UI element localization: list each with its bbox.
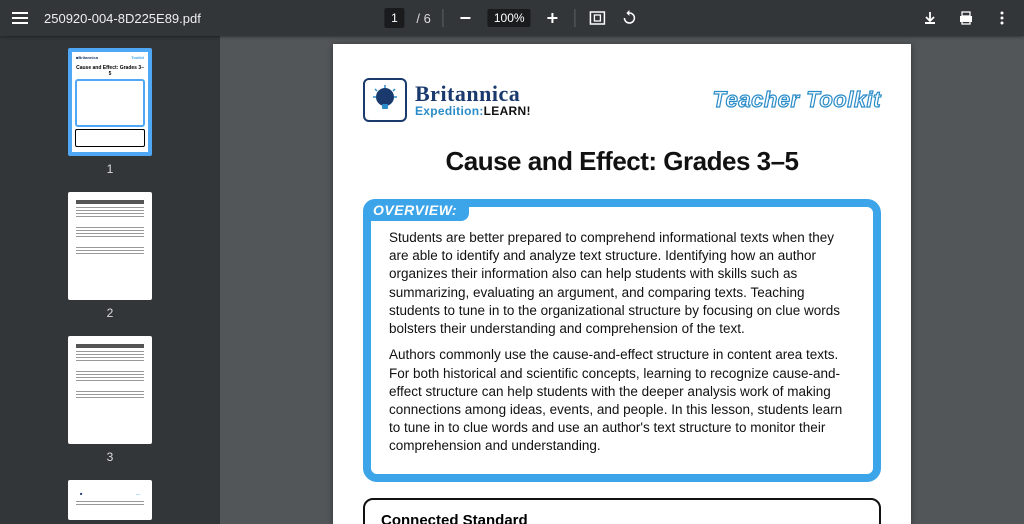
- toolbar-divider: [575, 9, 576, 27]
- toolbar-center: / 6 100%: [384, 8, 639, 28]
- thumb-label: 1: [68, 162, 152, 176]
- document-title: Cause and Effect: Grades 3–5: [363, 146, 881, 177]
- page-count-label: / 6: [416, 11, 430, 26]
- connected-standard-box: Connected Standard: [363, 498, 881, 524]
- connected-standard-label: Connected Standard: [381, 512, 528, 524]
- brand-subtitle: Expedition:LEARN!: [415, 105, 531, 117]
- zoom-out-button[interactable]: [456, 8, 476, 28]
- toolbar-right: [920, 8, 1012, 28]
- fit-page-button[interactable]: [588, 8, 608, 28]
- thumbnail-2[interactable]: 2: [68, 192, 152, 320]
- pdf-page-1: Britannica Expedition:LEARN! Teacher Too…: [333, 44, 911, 524]
- overview-paragraph-1: Students are better prepared to comprehe…: [389, 229, 855, 338]
- lightbulb-icon: [363, 78, 407, 122]
- thumb-label: 3: [68, 450, 152, 464]
- toolkit-label: Teacher Toolkit: [713, 87, 881, 113]
- overview-tab-label: OVERVIEW:: [363, 199, 469, 221]
- download-button[interactable]: [920, 8, 940, 28]
- content-area: ■BritannicaToolkit Cause and Effect: Gra…: [0, 36, 1024, 524]
- thumbnail-1[interactable]: ■BritannicaToolkit Cause and Effect: Gra…: [68, 48, 152, 176]
- total-pages: 6: [424, 11, 431, 26]
- overview-paragraph-2: Authors commonly use the cause-and-effec…: [389, 346, 855, 455]
- brand-name: Britannica: [415, 83, 531, 105]
- thumbnail-4[interactable]: ■—: [68, 480, 152, 520]
- zoom-in-button[interactable]: [543, 8, 563, 28]
- menu-icon[interactable]: [12, 12, 28, 24]
- page-viewer[interactable]: Britannica Expedition:LEARN! Teacher Too…: [220, 36, 1024, 524]
- toolbar-left: 250920-004-8D225E89.pdf: [12, 11, 201, 26]
- zoom-level-label[interactable]: 100%: [488, 9, 531, 27]
- thumbnail-3[interactable]: 3: [68, 336, 152, 464]
- rotate-button[interactable]: [620, 8, 640, 28]
- toolbar-divider: [443, 9, 444, 27]
- print-button[interactable]: [956, 8, 976, 28]
- thumb-label: 2: [68, 306, 152, 320]
- pdf-toolbar: 250920-004-8D225E89.pdf / 6 100%: [0, 0, 1024, 36]
- document-header: Britannica Expedition:LEARN! Teacher Too…: [363, 78, 881, 122]
- thumbnail-sidebar[interactable]: ■BritannicaToolkit Cause and Effect: Gra…: [0, 36, 220, 524]
- more-options-button[interactable]: [992, 8, 1012, 28]
- overview-box: OVERVIEW: Students are better prepared t…: [363, 199, 881, 482]
- brand-logo: Britannica Expedition:LEARN!: [363, 78, 531, 122]
- page-number-input[interactable]: [384, 8, 404, 28]
- filename-label: 250920-004-8D225E89.pdf: [44, 11, 201, 26]
